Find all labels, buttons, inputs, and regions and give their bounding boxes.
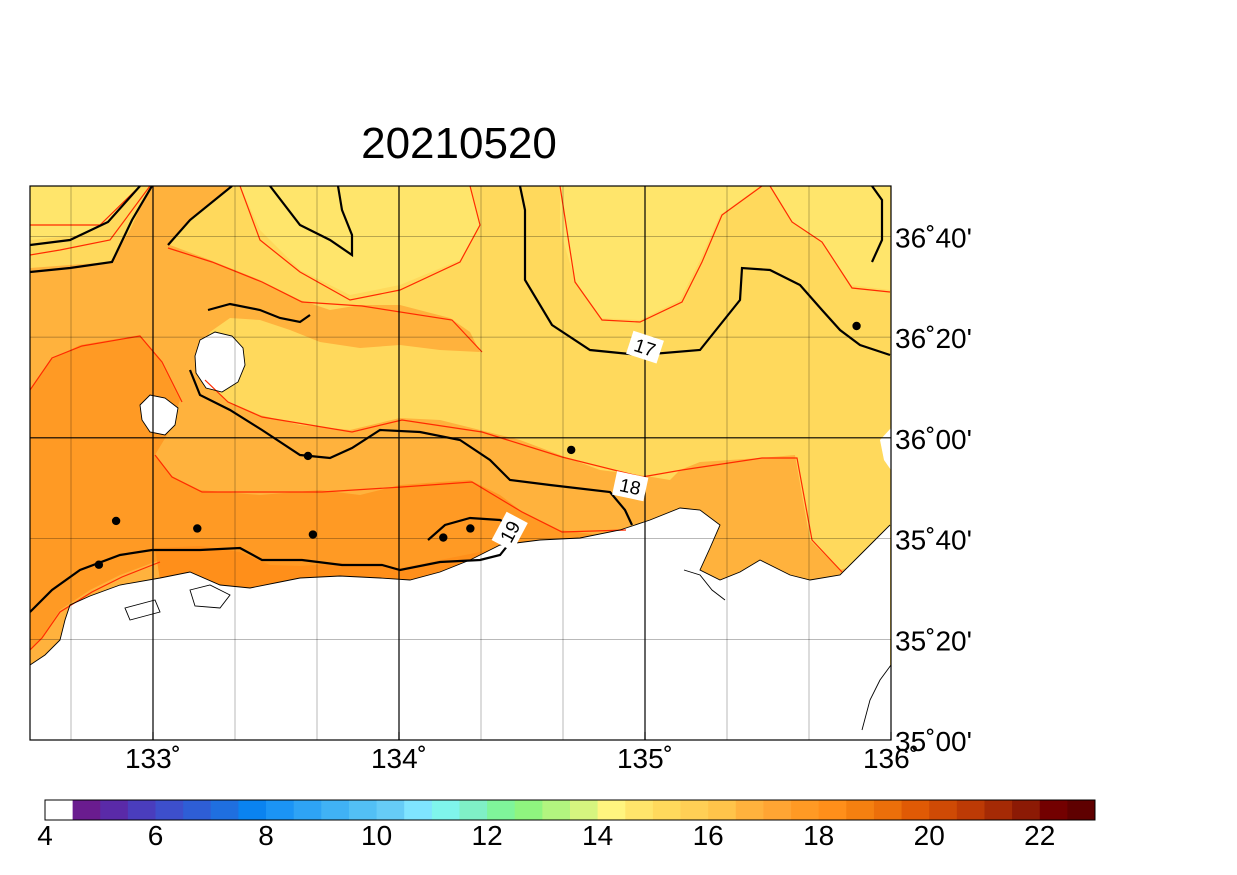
colorbar-swatch (321, 800, 350, 820)
colorbar-swatch (431, 800, 460, 820)
lat-tick-label: 36˚20' (895, 323, 972, 354)
map-title: 20210520 (361, 119, 557, 168)
colorbar-swatch (956, 800, 985, 820)
colorbar-swatch (1067, 800, 1096, 820)
station-marker (439, 533, 448, 542)
colorbar-swatch (763, 800, 792, 820)
lat-tick-label: 35˚00' (895, 726, 972, 757)
colorbar-label: 12 (472, 820, 503, 851)
sst-band-16-inner (30, 186, 890, 320)
lon-tick-label: 133˚ (125, 743, 181, 774)
colorbar-swatch (929, 800, 958, 820)
lat-tick-label: 36˚00' (895, 424, 972, 455)
colorbar-swatch (210, 800, 239, 820)
lat-tick-label: 35˚40' (895, 525, 972, 556)
colorbar-swatch (238, 800, 267, 820)
colorbar-swatch (570, 800, 599, 820)
colorbar-label: 14 (582, 820, 613, 851)
colorbar-swatch (376, 800, 405, 820)
colorbar-label: 16 (693, 820, 724, 851)
colorbar-swatch (45, 800, 74, 820)
contour-label: 19 (491, 511, 528, 552)
colorbar-swatch (1039, 800, 1068, 820)
land-oki-island (195, 332, 245, 392)
contour-label-box (612, 471, 649, 502)
contour-label-text: 18 (617, 475, 642, 500)
colorbar-swatch (514, 800, 543, 820)
lon-tick-label: 134˚ (371, 743, 427, 774)
colorbar-label: 4 (37, 820, 53, 851)
longitude-axis: 133˚ 134˚ 135˚ 136˚ (125, 732, 919, 774)
colorbar-frame (44, 799, 1096, 821)
colorbar-swatch (348, 800, 377, 820)
colorbar-swatch (846, 800, 875, 820)
sst-band-19 (30, 335, 640, 650)
land-oki-island-small (140, 395, 178, 435)
station-marker (111, 516, 121, 526)
colorbar-swatch (625, 800, 654, 820)
lat-tick-label: 35˚20' (895, 625, 972, 656)
contour-label-box (626, 330, 664, 364)
colorbar-label: 8 (258, 820, 274, 851)
station-marker (94, 560, 104, 569)
contour-label: 18 (612, 471, 649, 502)
colorbar-swatch (459, 800, 488, 820)
colorbar-swatch (791, 800, 820, 820)
colorbar-swatch (652, 800, 681, 820)
colorbar-swatch (818, 800, 847, 820)
isotherm-minor-lines (30, 186, 891, 651)
grid-lines-major (30, 186, 891, 740)
colorbar-label: 6 (148, 820, 164, 851)
colorbar-label: 20 (914, 820, 945, 851)
station-marker (303, 451, 313, 461)
land-honshu (30, 508, 890, 740)
station-marker (852, 321, 861, 331)
coastline (30, 331, 891, 731)
colorbar-swatch (1012, 800, 1041, 820)
station-marker (308, 530, 318, 539)
station-marker (193, 524, 202, 533)
colorbar-swatch (100, 800, 129, 820)
colorbar-swatch (984, 800, 1013, 820)
lon-tick-label: 136˚ (863, 743, 919, 774)
land-coast-east (880, 428, 891, 470)
lat-tick-label: 36˚40' (895, 222, 972, 253)
colorbar-label: 18 (803, 820, 834, 851)
colorbar-swatch (72, 800, 101, 820)
station-markers (94, 321, 861, 569)
colorbar-swatch (293, 800, 322, 820)
colorbar-swatch (127, 800, 156, 820)
colorbar-swatch (680, 800, 709, 820)
colorbar-swatch (901, 800, 930, 820)
contour-label-box (491, 511, 528, 552)
lon-tick-label: 135˚ (617, 743, 673, 774)
station-marker (466, 524, 475, 533)
colorbar-label: 10 (361, 820, 392, 851)
colorbar-labels: 4 6 8 10 12 14 16 18 20 22 (37, 820, 1055, 851)
colorbar-swatch (597, 800, 626, 820)
colorbar-swatch (266, 800, 295, 820)
colorbar-swatch (155, 800, 184, 820)
colorbar-swatch (708, 800, 737, 820)
colorbar-swatch (487, 800, 516, 820)
latitude-axis: 35˚00' 35˚20' 35˚40' 36˚00' 36˚20' 36˚40' (895, 222, 972, 757)
colorbar-swatch (873, 800, 902, 820)
land-kii-coast (862, 665, 891, 740)
colorbar-swatch (735, 800, 764, 820)
colorbar-swatch (183, 800, 212, 820)
colorbar-swatch (404, 800, 433, 820)
colorbar-label: 22 (1024, 820, 1055, 851)
map-frame (29, 185, 892, 741)
colorbar-swatch (542, 800, 571, 820)
station-marker (567, 445, 576, 455)
colorbar (44, 799, 1096, 821)
isotherm-major-lines (30, 186, 891, 613)
